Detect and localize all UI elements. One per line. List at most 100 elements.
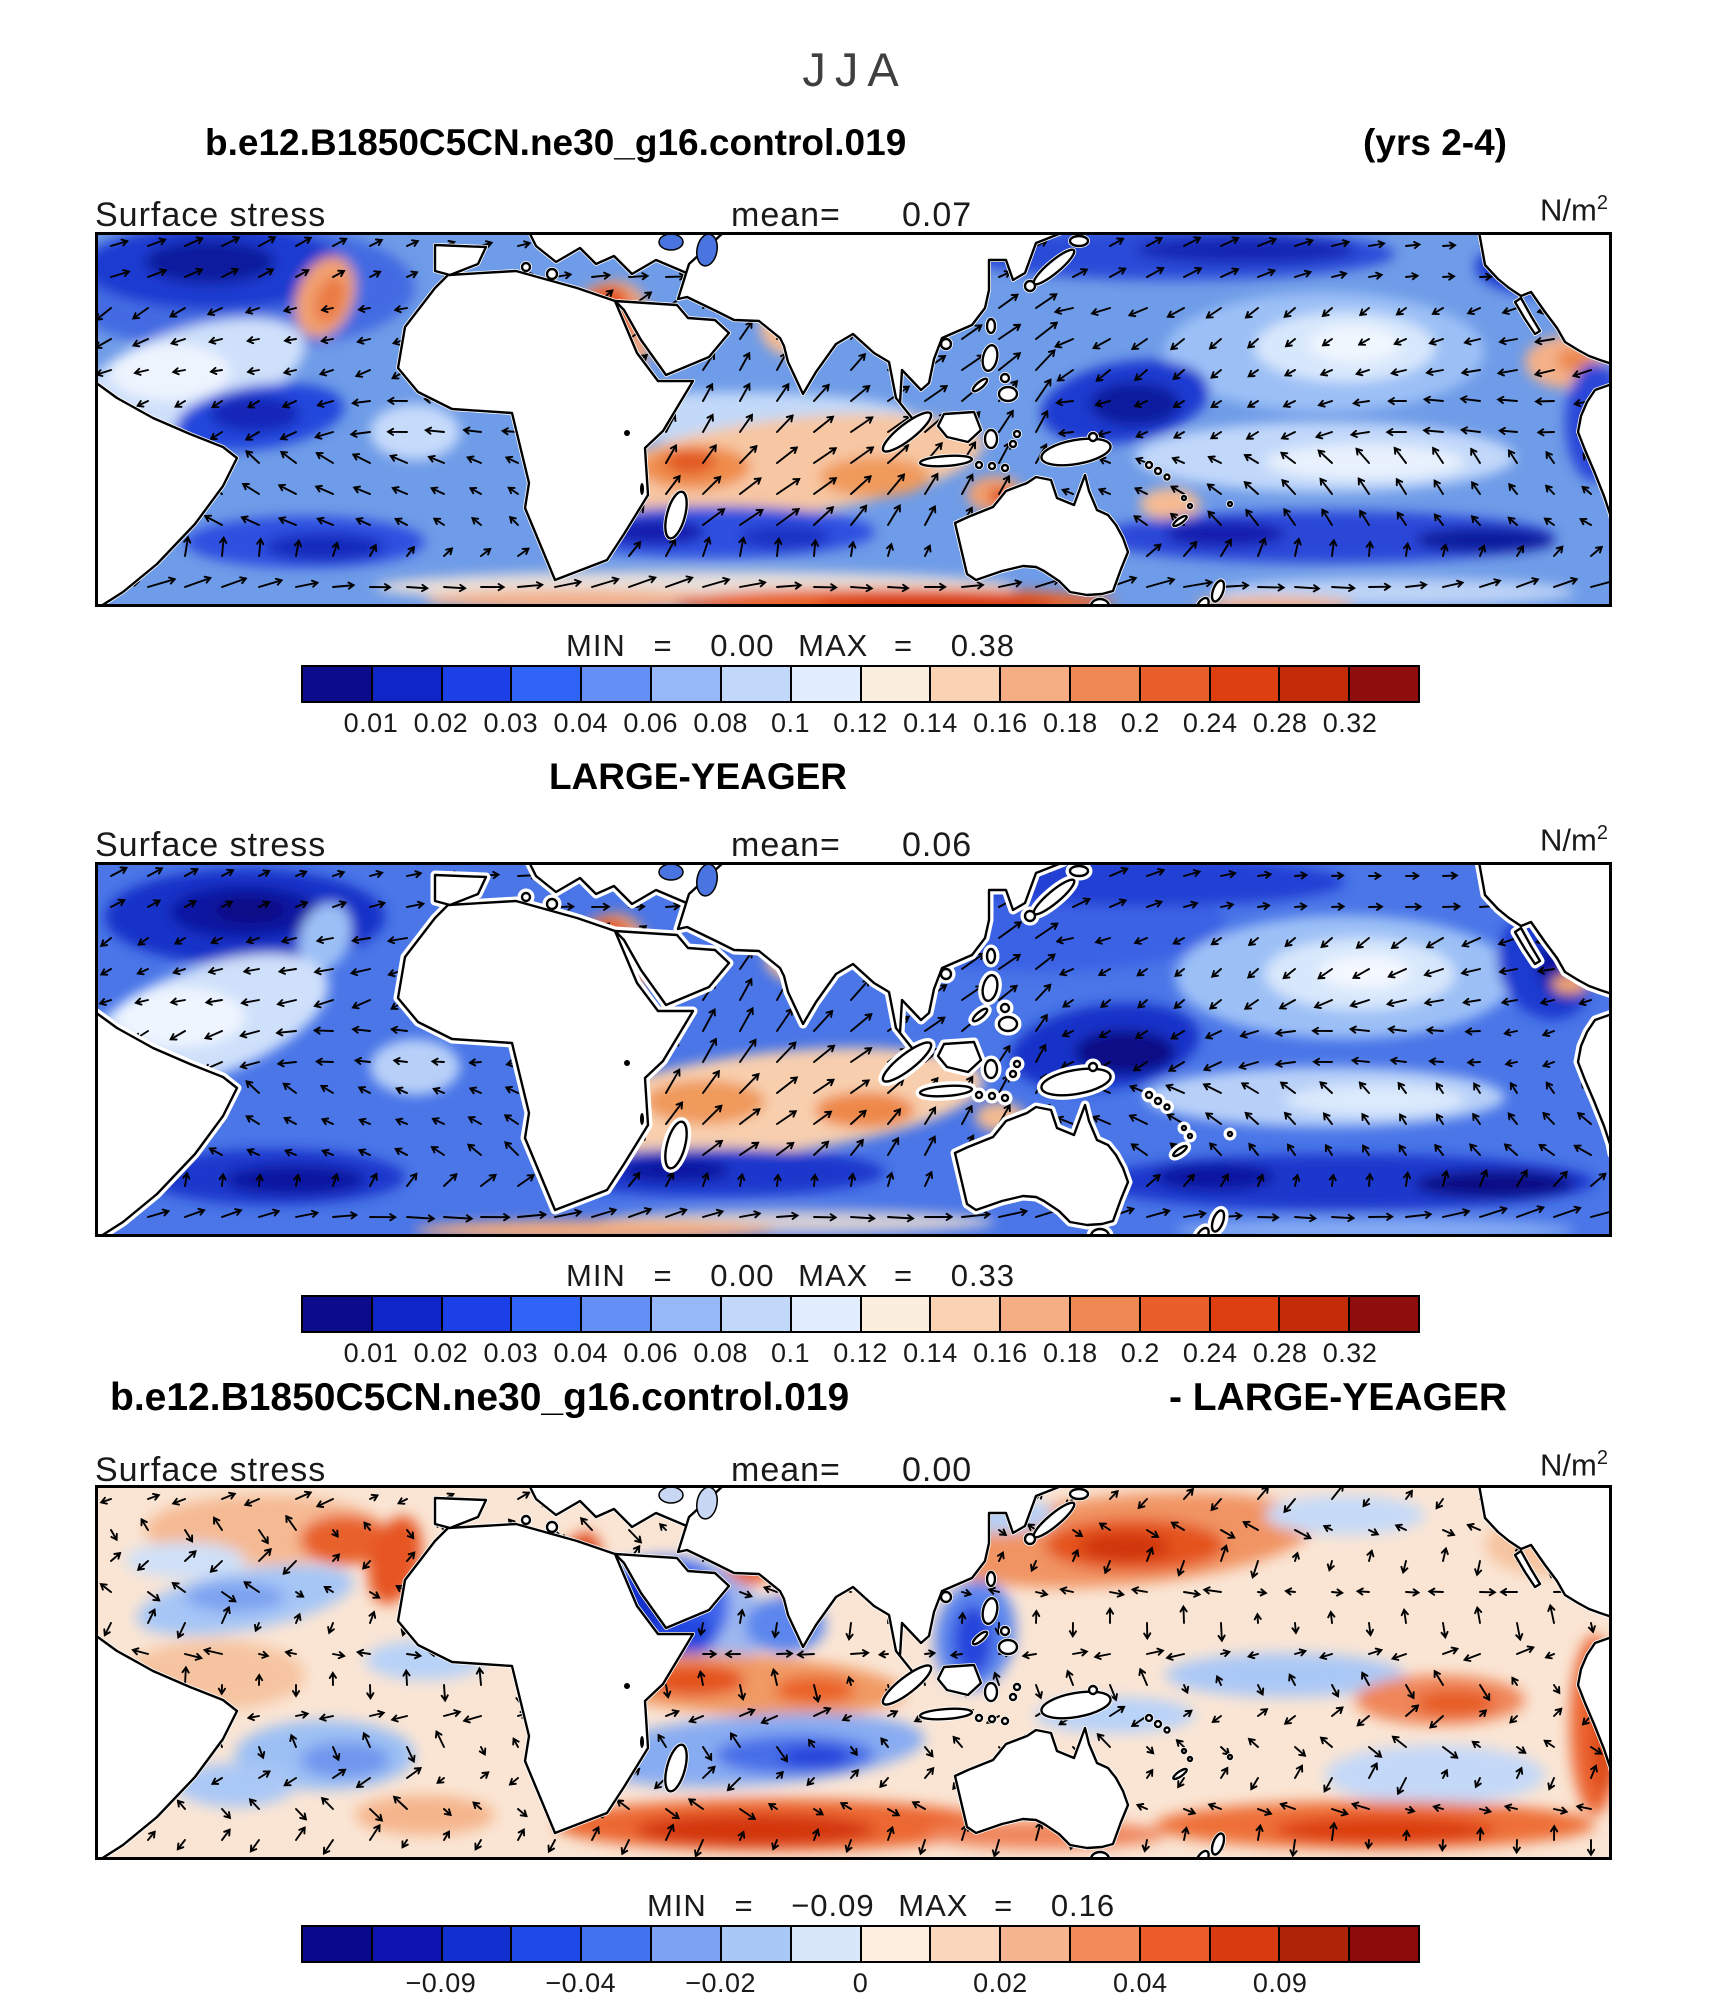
panel2-minmax: MIN = 0.00 MAX = 0.33 [566,1258,1016,1293]
colorbar-tick-label: 0.01 [343,1338,399,1368]
map-diff [95,1485,1612,1860]
colorbar-cell [652,1297,722,1331]
colorbar-tick-label: 0.12 [833,1338,888,1368]
colorbar-cell [861,1297,932,1331]
colorbar-cell [1070,667,1141,701]
colorbar-tick-label: 0 [852,1968,869,1998]
colorbar-cell [582,667,653,701]
panel2-units: N/m2 [1540,822,1608,858]
panel3-mean-label: mean= [731,1451,841,1489]
colorbar-model [301,665,1420,703]
panel1-run-title: b.e12.B1850C5CN.ne30_g16.control.019 [205,122,907,163]
colorbar-cell [721,667,792,701]
colorbar-cell [652,667,722,701]
colorbar-tick-label: 0.02 [413,708,469,738]
colorbar-cell [582,1927,653,1961]
map-obs [95,862,1612,1237]
colorbar-tick-label: 0.04 [1112,1968,1168,1998]
colorbar-tick-label: 0.32 [1322,1338,1378,1368]
colorbar-tick-label: 0.09 [1252,1968,1308,1998]
colorbar-cell [791,1297,862,1331]
colorbar-cell [1210,1297,1281,1331]
panel2-field-label: Surface stress [95,826,327,864]
panel3-diff-title: - LARGE-YEAGER [1168,1376,1507,1419]
colorbar-cell [442,667,513,701]
colorbar-tick-label: 0.18 [1043,1338,1098,1368]
panel3-mean-value: 0.00 [902,1451,973,1489]
colorbar-tick-label: 0.2 [1120,1338,1160,1368]
colorbar-labels-diff: −0.09 −0.04 −0.02 0 0.02 0.04 0.09 [301,1968,1420,1998]
colorbar-labels-obs: 0.01 0.02 0.03 0.04 0.06 0.08 0.1 0.12 0.14 0.16 0… [301,1338,1420,1368]
colorbar-cell [652,1927,722,1961]
colorbar-cell [303,1297,373,1331]
colorbar-cell [512,1927,583,1961]
panel2-title: LARGE-YEAGER [548,756,848,797]
colorbar-cell [512,1297,583,1331]
colorbar-labels-model: 0.01 0.02 0.03 0.04 0.06 0.08 0.1 0.12 0.14 0.16 0… [301,708,1420,738]
panel1-field-label: Surface stress [95,196,327,234]
colorbar-cell [931,667,1002,701]
colorbar-cell [1350,667,1418,701]
colorbar-cell [372,1297,443,1331]
colorbar-tick-label: 0.16 [973,708,1028,738]
colorbar-tick-label: 0.18 [1043,708,1098,738]
colorbar-tick-label: 0.06 [623,708,678,738]
colorbar-tick-label: 0.28 [1252,1338,1308,1368]
panel2-mean-value: 0.06 [902,826,973,864]
colorbar-tick-label: 0.16 [973,1338,1028,1368]
colorbar-cell [1001,1297,1071,1331]
panel1-units: N/m2 [1540,192,1608,228]
colorbar-cell [721,1297,792,1331]
colorbar-cell [1070,1297,1141,1331]
colorbar-tick-label: −0.04 [545,1968,617,1998]
panel3-units: N/m2 [1540,1447,1608,1483]
panel1-years: (yrs 2-4) [1363,122,1507,163]
panel3-minmax: MIN = −0.09 MAX = 0.16 [647,1888,1116,1923]
colorbar-tick-label: −0.09 [405,1968,477,1998]
colorbar-tick-label: 0.04 [553,1338,609,1368]
colorbar-obs [301,1295,1420,1333]
colorbar-cell [931,1927,1002,1961]
colorbar-diff [301,1925,1420,1963]
colorbar-tick-label: 0.12 [833,708,888,738]
colorbar-cell [582,1297,653,1331]
contour-blobs-obs [95,862,1595,1237]
colorbar-tick-label: 0.08 [693,708,748,738]
colorbar-cell [791,667,862,701]
colorbar-cell [1210,1927,1281,1961]
colorbar-cell [303,667,373,701]
colorbar-tick-label: −0.02 [685,1968,757,1998]
panel1-mean-label: mean= [731,196,841,234]
colorbar-tick-label: 0.02 [413,1338,469,1368]
panel1-minmax: MIN = 0.00 MAX = 0.38 [566,628,1016,663]
colorbar-tick-label: 0.08 [693,1338,748,1368]
colorbar-tick-label: 0.2 [1120,708,1160,738]
colorbar-cell [442,1297,513,1331]
colorbar-tick-label: 0.14 [903,1338,958,1368]
colorbar-cell [861,1927,932,1961]
colorbar-cell [1280,1927,1351,1961]
colorbar-cell [1140,1927,1211,1961]
colorbar-tick-label: 0.1 [771,1338,811,1368]
colorbar-cell [303,1927,373,1961]
colorbar-cell [1350,1297,1418,1331]
colorbar-cell [372,1927,443,1961]
colorbar-tick-label: 0.24 [1182,1338,1238,1368]
colorbar-cell [1350,1927,1418,1961]
panel1-mean-value: 0.07 [902,196,973,234]
colorbar-cell [372,667,443,701]
colorbar-cell [931,1297,1002,1331]
colorbar-tick-label: 0.14 [903,708,958,738]
colorbar-tick-label: 0.03 [483,708,539,738]
colorbar-cell [1070,1927,1141,1961]
colorbar-cell [1140,667,1211,701]
colorbar-cell [1001,667,1071,701]
colorbar-cell [1210,667,1281,701]
colorbar-tick-label: 0.01 [343,708,399,738]
colorbar-cell [1280,1297,1351,1331]
colorbar-cell [1001,1927,1071,1961]
colorbar-tick-label: 0.1 [771,708,811,738]
panel2-mean-label: mean= [731,826,841,864]
panel3-field-label: Surface stress [95,1451,327,1489]
